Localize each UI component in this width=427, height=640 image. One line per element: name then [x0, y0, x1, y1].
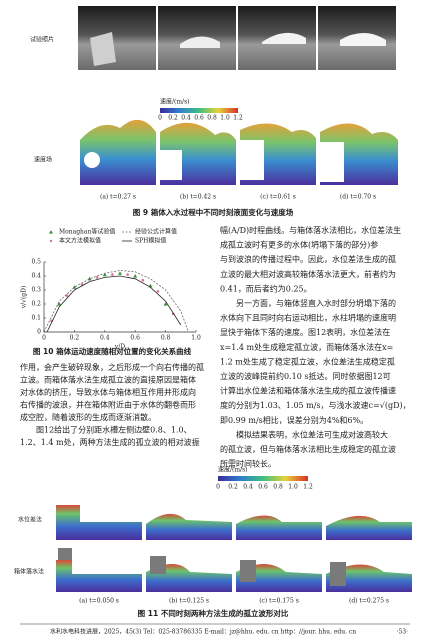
data-point — [156, 290, 160, 293]
body-line: 计算出水位差法和箱体落水法生成的孤立波传播速 — [220, 386, 396, 396]
body-line: 立波。而箱体落水法生成孤立波的直接原因是箱体 — [20, 375, 196, 385]
legend-label: 经验公式计算值 — [135, 228, 177, 236]
panel-caption: (d) t=0.70 s — [340, 194, 376, 201]
y-tick-label: 0.1 — [31, 315, 41, 322]
fig11-panels — [56, 505, 412, 592]
body-line: 与到波浪的传播过程中。因此，水位差法生成的孤 — [220, 254, 396, 264]
data-line — [43, 269, 189, 333]
body-line: 1.2、1.4 m处，两种方法生成的孤立波的相对波振 — [20, 437, 200, 447]
footer-journal: 水利水电科技进展，2025，45(3) Tel：025-83786335 E-m… — [50, 628, 356, 636]
data-point — [111, 273, 114, 276]
caption: 图 9 箱体入水过程中不同时刻液面变化与速度场 — [133, 207, 294, 217]
x-tick-label: 0.2 — [70, 335, 80, 342]
fig9-colorbar — [160, 108, 238, 113]
data-line — [46, 275, 182, 333]
body-line: 幅(A/D)时程曲线。与箱体落水法相比，水位差法生 — [220, 225, 401, 235]
data-point — [141, 278, 145, 282]
body-line: 度的分别为1.03、1.05 m/s，与浅水波速c=√(gD)， — [220, 400, 411, 410]
data-point — [163, 302, 168, 306]
body-line: 立波的最大相对波高较箱体落水法更大，前者约为 — [220, 269, 396, 279]
colorbar-tick: 1.0 — [220, 115, 230, 122]
colorbar-tick: 0.8 — [207, 115, 217, 122]
body-line: 图12给出了分别距水槽左侧边壁0.8、1.0、 — [20, 425, 192, 435]
x-axis-label: y/D — [114, 344, 125, 351]
y-axis-label: v/√(gD) — [21, 286, 28, 310]
legend-label: 本文方法模拟值 — [59, 237, 101, 245]
body-line: 所需时间较长。 — [220, 459, 276, 469]
x-tick-label: 0 — [42, 335, 46, 342]
body-line: 成孤立波时有更多的水体(坍塌下落的部分)参 — [220, 240, 378, 250]
x-tick-label: 0.8 — [161, 335, 171, 342]
y-tick-label: 0.4 — [31, 273, 41, 280]
fig11-colorbar — [218, 476, 308, 481]
body-line: 另一方面，与箱体竖直入水时部分坍塌下落的 — [220, 298, 396, 308]
panel-caption: (a) t=0.27 s — [100, 194, 136, 201]
panel-caption: (a) t=0.050 s — [79, 598, 119, 605]
colorbar-tick: 0.4 — [243, 484, 253, 491]
panel-caption: (c) t=0.61 s — [260, 194, 296, 201]
body-line: 右传播的波浪，并在箱体附近由于水体的翻卷而形 — [20, 400, 196, 410]
data-point — [95, 276, 99, 279]
panel-caption: (c) t=0.175 s — [259, 598, 299, 605]
body-line: 水体向下且同时向右运动相比，水柱坍塌的速度明 — [220, 313, 396, 323]
body-line: 0.41，而后者约为0.25。 — [220, 283, 312, 293]
legend-swatch — [49, 239, 53, 243]
row-label: 箱体落水法 — [14, 568, 44, 576]
legend-label: Monaghan等试验值 — [59, 228, 115, 236]
caption: 图 10 箱体运动速度随相对位置的变化关系曲线 — [33, 346, 192, 356]
colorbar-tick: 0.6 — [258, 484, 268, 491]
row-label: 速度场 — [34, 156, 52, 164]
data-point — [65, 294, 69, 297]
legend-label: SPH模拟值 — [135, 237, 166, 245]
y-tick-label: 0 — [37, 329, 41, 336]
colorbar-label: 速度/(m/s) — [218, 466, 248, 474]
colorbar-tick: 0.4 — [181, 115, 191, 122]
x-tick-label: 1.0 — [191, 335, 201, 342]
colorbar-tick: 0.8 — [273, 484, 283, 491]
body-line: 立波的波峰提前约0.10 s抵达。同时依据图12可 — [220, 371, 391, 381]
fig9-fields — [80, 119, 398, 185]
body-line: 1.2 m处生成了稳定孤立波，水位差法生成稳定孤 — [220, 356, 395, 366]
data-point — [118, 271, 122, 275]
colorbar-tick: 1.2 — [303, 484, 313, 491]
body-line: 模拟结果表明，水位差法可生成对波高较大 — [220, 429, 388, 439]
y-tick-label: 0.5 — [31, 259, 41, 266]
y-tick-label: 0.2 — [31, 301, 41, 308]
body-line: 作用，会产生破碎现象，之后形成一个向右传播的孤 — [20, 362, 204, 372]
legend-swatch — [49, 230, 53, 234]
colorbar-tick: 0.2 — [168, 115, 178, 122]
body-line: 成空腔，随着波形的生成而逐渐消散。 — [20, 412, 156, 422]
row-label: 试验照片 — [30, 36, 54, 44]
page-number: ·53· — [397, 629, 409, 636]
fig9-photos — [78, 6, 396, 70]
y-tick-label: 0.3 — [31, 287, 41, 294]
body-line: 的孤立波，但与箱体落水法相比生成稳定的孤立波 — [220, 444, 396, 454]
colorbar-tick: 1.0 — [288, 484, 298, 491]
body-line: 对水体的挤压，导致水体与箱体相互作用并形成向 — [20, 387, 196, 397]
data-point — [102, 272, 107, 277]
colorbar-tick: 0 — [158, 115, 162, 122]
colorbar-tick: 0 — [216, 484, 220, 491]
caption: 图 11 不同时刻两种方法生成的孤立波形对比 — [138, 608, 289, 618]
body-line: 显快于箱体下落的速度。图12表明，水位差法在 — [220, 327, 390, 337]
x-tick-label: 0.4 — [100, 335, 110, 342]
colorbar-tick: 0.2 — [228, 484, 238, 491]
panel-caption: (b) t=0.42 s — [180, 194, 216, 201]
colorbar-tick: 1.2 — [233, 115, 243, 122]
body-line: x=1.4 m处生成稳定孤立波，而箱体落水法在x= — [220, 342, 393, 352]
data-point — [126, 273, 129, 276]
data-point — [57, 302, 62, 306]
x-tick-label: 0.6 — [130, 335, 140, 342]
data-point — [133, 274, 138, 278]
row-label: 水位差法 — [18, 516, 42, 524]
colorbar-tick: 0.6 — [194, 115, 204, 122]
panel-caption: (d) t=0.275 s — [349, 598, 389, 605]
panel-caption: (b) t=0.125 s — [169, 598, 209, 605]
body-line: 即0.99 m/s相比，误差分别为4%和6%。 — [220, 415, 368, 425]
colorbar-label: 速度/(m/s) — [160, 98, 190, 106]
